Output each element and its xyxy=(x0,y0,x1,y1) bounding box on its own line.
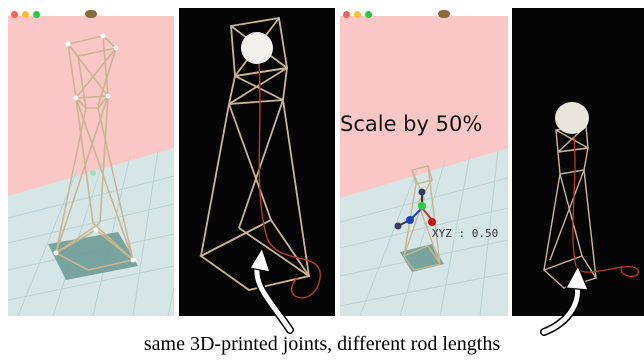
photo-panel-original xyxy=(179,8,335,316)
window-controls xyxy=(343,11,372,18)
minimize-window-button[interactable] xyxy=(354,11,361,18)
gizmo-handle-z[interactable] xyxy=(406,216,414,224)
close-window-button[interactable] xyxy=(11,11,18,18)
gizmo-handle-left[interactable] xyxy=(394,222,402,230)
zoom-window-button[interactable] xyxy=(365,11,372,18)
photo-panel-scaled xyxy=(512,8,644,316)
floor-grid xyxy=(340,149,508,316)
gizmo-handle-x[interactable] xyxy=(428,218,436,226)
simulation-viewport[interactable] xyxy=(340,8,508,316)
simulation-panel-original xyxy=(8,8,174,316)
lamp-photo-original xyxy=(179,8,335,316)
wood-log-icon xyxy=(85,10,97,18)
window-controls xyxy=(11,11,40,18)
gizmo-readout: XYZ : 0.50 xyxy=(432,227,499,240)
gizmo-handle-y[interactable] xyxy=(418,202,426,210)
joint-markers xyxy=(53,33,136,263)
figure-caption: same 3D-printed joints, different rod le… xyxy=(143,333,501,355)
gizmo-handle-top[interactable] xyxy=(418,188,426,196)
simulation-panel-scaled: Scale by 50% XYZ : 0.50 xyxy=(340,8,508,316)
transform-gizmo[interactable] xyxy=(394,188,437,230)
minimize-window-button[interactable] xyxy=(22,11,29,18)
lamp-frame-model xyxy=(54,35,135,271)
close-window-button[interactable] xyxy=(343,11,350,18)
zoom-window-button[interactable] xyxy=(33,11,40,18)
wood-log-icon xyxy=(438,10,450,18)
simulation-viewport[interactable] xyxy=(8,8,174,316)
lamp-photo-scaled xyxy=(512,8,644,316)
scale-label: Scale by 50% xyxy=(340,112,483,136)
light-marker xyxy=(90,170,96,176)
